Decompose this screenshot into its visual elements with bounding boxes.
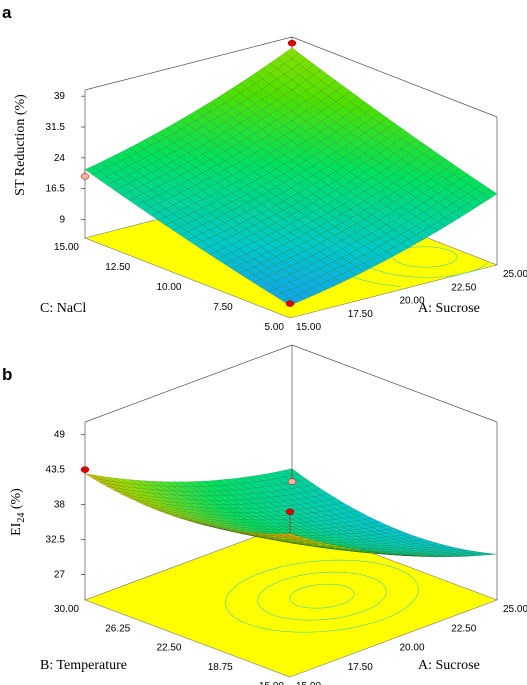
x-tick-label: 17.50 <box>348 309 373 320</box>
y-tick-label: 22.50 <box>156 643 181 654</box>
x-tick-label: 17.50 <box>348 662 373 673</box>
panel-a-letter: a <box>2 3 12 22</box>
panel-b: b 27 32.5 38 43.5 49 15.00 17.50 20.00 22.50 25.0… <box>2 344 527 685</box>
z-tick-label: 39 <box>54 91 66 102</box>
panel-b-y-axis-title: B: Temperature <box>40 658 127 673</box>
panel-a-design-points <box>80 39 297 307</box>
panel-b-ticks: 27 32.5 38 43.5 49 15.00 17.50 20.00 22.50 25.00 1… <box>46 430 527 685</box>
y-tick-label: 12.50 <box>105 262 130 273</box>
panel-b-frame-edge <box>84 344 293 423</box>
panel-b-surface <box>84 468 498 558</box>
y-tick-label: 18.75 <box>208 662 233 673</box>
z-tick-label: 49 <box>54 430 66 441</box>
x-tick-label: 20.00 <box>400 296 425 307</box>
x-tick-label: 20.00 <box>400 643 425 654</box>
y-tick-label: 26.25 <box>105 623 130 634</box>
z-tick-label: 16.5 <box>46 184 66 195</box>
panel-a-frame-edge <box>291 36 498 118</box>
z-tick-label: 32.5 <box>46 535 66 546</box>
panel-b-z-axis-title: EI24 (%) <box>9 488 27 536</box>
z-tick-label: 9 <box>59 215 65 226</box>
design-point <box>285 300 295 307</box>
panel-b-design-points <box>80 466 297 534</box>
panel-a-y-axis-title: C: NaCl <box>40 301 86 316</box>
design-point <box>287 478 297 485</box>
panel-b-letter: b <box>2 365 12 384</box>
panel-a-surface <box>84 47 498 306</box>
y-tick-label: 7.50 <box>213 302 233 313</box>
x-tick-label: 22.50 <box>451 623 476 634</box>
x-tick-label: 15.00 <box>296 322 321 333</box>
y-tick-label: 30.00 <box>54 604 79 615</box>
x-tick-label: 25.00 <box>503 604 527 615</box>
panel-b-z-axis-title-sub: 24 <box>16 513 27 523</box>
panel-a-floor-contour <box>392 246 458 268</box>
z-tick-label: 31.5 <box>46 122 66 133</box>
design-point <box>287 39 297 47</box>
y-tick-label: 15.00 <box>54 242 79 253</box>
x-tick-label: 15.00 <box>296 681 321 685</box>
panel-b-floor-contour <box>289 583 355 609</box>
design-point <box>80 173 90 180</box>
z-tick-label: 38 <box>54 500 66 511</box>
panel-a-z-axis-title: ST Reduction (%) <box>13 94 28 196</box>
y-tick-label: 5.00 <box>265 322 285 333</box>
panel-b-floor-contour <box>225 559 419 633</box>
panel-a: a 9 16.5 24 31.5 39 15.00 17.50 20.00 22.50 25.00… <box>2 3 527 333</box>
panel-b-frame-edge <box>291 344 498 423</box>
x-tick-label: 22.50 <box>451 282 476 293</box>
design-point <box>285 508 295 515</box>
panel-a-frame-edge <box>84 36 293 91</box>
y-tick-label: 15.00 <box>259 681 284 685</box>
panel-b-x-axis-title: A: Sucrose <box>418 658 480 673</box>
z-tick-label: 27 <box>54 570 66 581</box>
z-tick-label: 24 <box>54 153 66 164</box>
design-point <box>80 466 90 473</box>
panel-b-z-axis-title-main: EI <box>9 522 24 536</box>
panel-b-floor-contour <box>257 571 387 621</box>
panel-b-frame <box>81 344 498 600</box>
y-tick-label: 10.00 <box>156 282 181 293</box>
surface-cell <box>282 533 298 537</box>
z-tick-label: 43.5 <box>46 465 66 476</box>
x-tick-label: 25.00 <box>503 269 527 280</box>
panel-a-x-axis-title: A: Sucrose <box>418 301 480 316</box>
panel-b-z-axis-title-unit: (%) <box>9 488 24 513</box>
panel-a-ticks: 9 16.5 24 31.5 39 15.00 17.50 20.00 22.50 25.00 5.… <box>46 91 527 333</box>
